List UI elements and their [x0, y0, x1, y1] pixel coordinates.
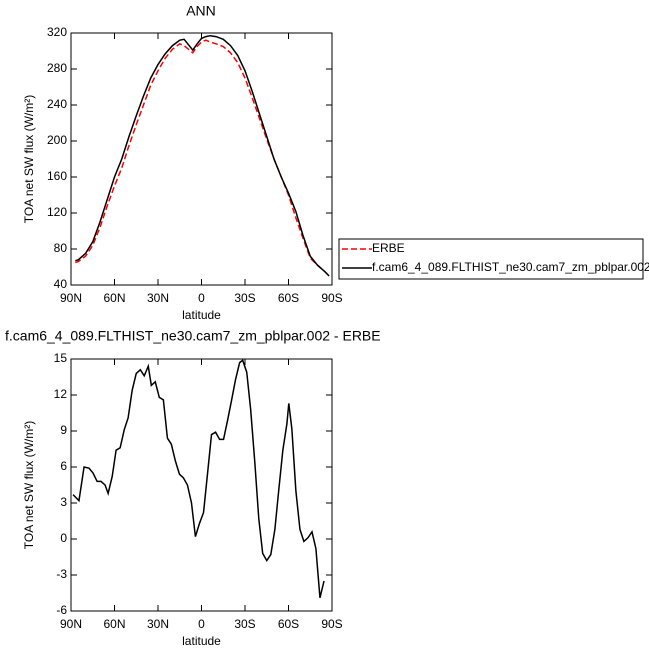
y-tick-label: 120: [47, 205, 67, 219]
x-tick-label: 90N: [60, 291, 82, 305]
y-tick-label: -6: [56, 603, 67, 617]
x-tick-label: 30S: [234, 617, 255, 631]
y-tick-label: -3: [56, 567, 67, 581]
x-axis-label: latitude: [182, 308, 221, 322]
y-tick-label: 160: [47, 169, 67, 183]
data-line: [75, 34, 330, 277]
x-tick-label: 60S: [278, 291, 299, 305]
x-tick-label: 0: [198, 617, 205, 631]
legend-label: ERBE: [372, 241, 405, 255]
x-tick-label: 60N: [103, 291, 125, 305]
y-tick-label: 0: [60, 531, 67, 545]
y-axis-label: TOA net SW flux (W/m²): [22, 95, 36, 223]
y-tick-label: 12: [54, 387, 68, 401]
legend-box: [338, 238, 644, 280]
plot-frame: [70, 32, 333, 286]
x-tick-label: 90S: [321, 291, 342, 305]
x-tick-label: 30N: [147, 291, 169, 305]
y-tick-label: 15: [54, 351, 68, 365]
y-tick-label: 9: [60, 423, 67, 437]
x-tick-label: 60S: [278, 617, 299, 631]
data-line: [75, 39, 330, 277]
data-line: [72, 358, 325, 598]
y-tick-label: 200: [47, 133, 67, 147]
y-tick-label: 3: [60, 495, 67, 509]
y-tick-label: 6: [60, 459, 67, 473]
x-axis-label: latitude: [182, 634, 221, 648]
chart-title: f.cam6_4_089.FLTHIST_ne30.cam7_zm_pblpar…: [5, 328, 381, 344]
x-tick-label: 0: [198, 291, 205, 305]
legend-label: f.cam6_4_089.FLTHIST_ne30.cam7_zm_pblpar…: [372, 260, 649, 274]
x-tick-label: 30S: [234, 291, 255, 305]
y-tick-label: 320: [47, 25, 67, 39]
y-tick-label: 40: [54, 277, 68, 291]
y-tick-label: 280: [47, 61, 67, 75]
x-tick-label: 90N: [60, 617, 82, 631]
y-tick-label: 240: [47, 97, 67, 111]
x-tick-label: 30N: [147, 617, 169, 631]
x-tick-label: 90S: [321, 617, 342, 631]
y-tick-label: 80: [54, 241, 68, 255]
chart-title: ANN: [186, 3, 216, 19]
x-tick-label: 60N: [103, 617, 125, 631]
y-axis-label: TOA net SW flux (W/m²): [22, 421, 36, 549]
